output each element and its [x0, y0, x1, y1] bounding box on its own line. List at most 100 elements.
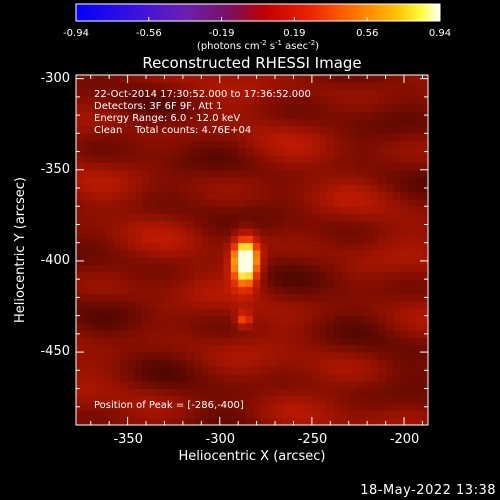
heatmap-cell — [238, 279, 246, 287]
heatmap-cell — [378, 89, 387, 98]
heatmap-cell — [149, 140, 158, 149]
heatmap-cell — [216, 373, 224, 382]
heatmap-cell — [422, 381, 428, 389]
heatmap-cell — [326, 293, 335, 302]
heatmap-cell — [134, 337, 143, 346]
heatmap-cell — [260, 162, 269, 171]
heatmap-cell — [326, 264, 335, 273]
heatmap-cell — [76, 155, 84, 163]
heatmap-cell — [267, 111, 276, 120]
y-tick-label: -400 — [40, 253, 70, 268]
heatmap-cell — [245, 177, 254, 185]
heatmap-cell — [415, 286, 423, 295]
heatmap-cell — [245, 206, 254, 214]
heatmap-cell — [83, 177, 92, 185]
heatmap-cell — [105, 213, 114, 222]
heatmap-cell — [297, 322, 305, 331]
heatmap-cell — [348, 140, 357, 149]
heatmap-cell — [171, 271, 180, 280]
heatmap-cell — [267, 322, 276, 331]
heatmap-cell — [230, 198, 239, 207]
heatmap-cell — [230, 381, 239, 389]
heatmap-cell — [98, 198, 106, 207]
heatmap-cell — [127, 315, 136, 324]
heatmap-cell — [186, 359, 195, 368]
heatmap-cell — [120, 206, 128, 214]
heatmap-cell — [311, 308, 320, 317]
heatmap-cell — [142, 104, 151, 112]
heatmap-cell — [407, 264, 416, 273]
heatmap-cell — [127, 359, 136, 368]
heatmap-cell — [171, 410, 180, 419]
heatmap-cell — [282, 169, 291, 178]
heatmap-cell — [252, 279, 261, 287]
heatmap-cell — [407, 242, 416, 251]
heatmap-cell — [171, 184, 180, 193]
heatmap-cell — [238, 264, 246, 273]
heatmap-cell — [98, 395, 106, 404]
heatmap-cell — [76, 395, 84, 404]
heatmap-cell — [120, 337, 128, 346]
heatmap-cell — [201, 206, 210, 214]
heatmap-cell — [407, 315, 416, 324]
heatmap-cell — [127, 220, 136, 229]
heatmap-cell — [260, 177, 269, 185]
heatmap-cell — [164, 75, 173, 83]
heatmap-cell — [120, 410, 128, 419]
heatmap-cell — [348, 133, 357, 142]
heatmap-cell — [260, 89, 269, 98]
heatmap-cell — [179, 410, 187, 419]
heatmap-cell — [356, 228, 364, 236]
heatmap-cell — [98, 235, 106, 244]
heatmap-cell — [98, 293, 106, 302]
heatmap-cell — [201, 293, 210, 302]
heatmap-cell — [98, 315, 106, 324]
heatmap-cell — [282, 235, 291, 244]
heatmap-cell — [208, 235, 217, 244]
heatmap-cell — [193, 337, 202, 346]
heatmap-cell — [319, 388, 328, 397]
heatmap-cell — [179, 213, 187, 222]
heatmap-cell — [326, 410, 335, 419]
heatmap-cell — [98, 147, 106, 156]
heatmap-cell — [245, 184, 254, 193]
heatmap-cell — [186, 403, 195, 411]
heatmap-cell — [370, 301, 379, 309]
heatmap-cell — [216, 89, 224, 98]
heatmap-cell — [275, 315, 283, 324]
heatmap-cell — [201, 242, 210, 251]
heatmap-cell — [157, 206, 165, 214]
heatmap-cell — [341, 417, 350, 425]
heatmap-cell — [267, 366, 276, 375]
heatmap-cell — [407, 155, 416, 163]
heatmap-cell — [311, 213, 320, 222]
heatmap-cell — [363, 257, 372, 265]
heatmap-cell — [267, 417, 276, 425]
heatmap-cell — [297, 366, 305, 375]
heatmap-cell — [208, 133, 217, 142]
heatmap-cell — [201, 257, 210, 265]
heatmap-cell — [201, 403, 210, 411]
heatmap-cell — [90, 118, 99, 127]
heatmap-cell — [363, 366, 372, 375]
heatmap-cell — [326, 322, 335, 331]
heatmap-cell — [348, 271, 357, 280]
heatmap-cell — [223, 293, 232, 302]
heatmap-cell — [289, 126, 298, 134]
heatmap-cell — [127, 213, 136, 222]
heatmap-cell — [127, 388, 136, 397]
heatmap-cell — [311, 155, 320, 163]
heatmap-cell — [289, 271, 298, 280]
heatmap-cell — [105, 242, 114, 251]
heatmap-cell — [83, 206, 92, 214]
heatmap-cell — [208, 352, 217, 360]
heatmap-cell — [164, 410, 173, 419]
heatmap-cell — [149, 220, 158, 229]
heatmap-cell — [90, 177, 99, 185]
heatmap-cell — [127, 257, 136, 265]
heatmap-cell — [164, 315, 173, 324]
heatmap-cell — [311, 133, 320, 142]
heatmap-cell — [297, 286, 305, 295]
heatmap-cell — [319, 264, 328, 273]
heatmap-cell — [186, 75, 195, 83]
